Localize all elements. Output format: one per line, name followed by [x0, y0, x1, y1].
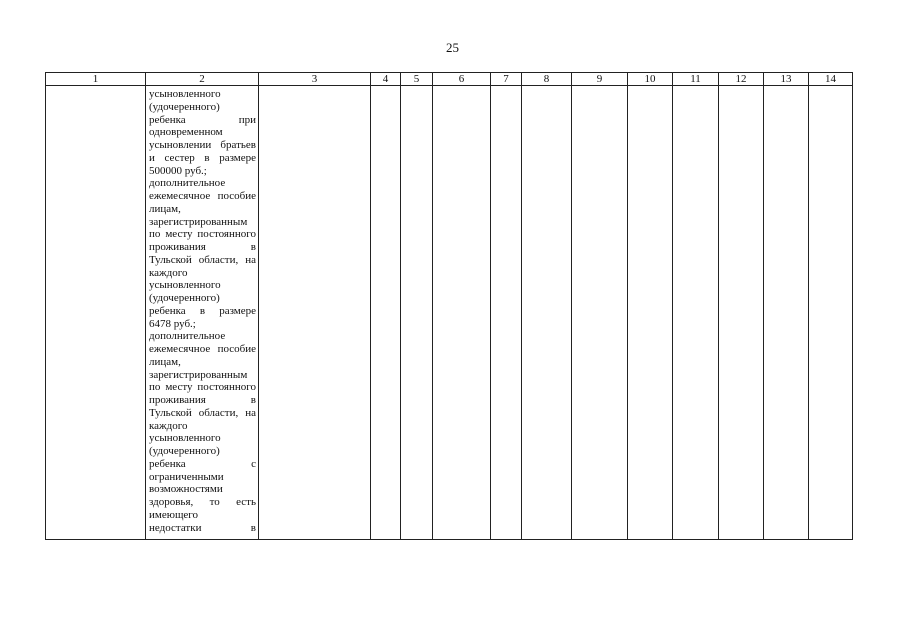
- cell-text-line: ограниченными: [149, 470, 224, 483]
- column-header-6: 6: [432, 72, 491, 86]
- cell-text-line: усыновлении братьев: [149, 139, 256, 151]
- table-cell-col-8: [521, 85, 572, 540]
- table-header-row: 1 2 3 4 5 6 7 8 9 10 11 12 13 14: [45, 72, 853, 86]
- table-cell-col-13: [763, 85, 809, 540]
- column-header-4: 4: [370, 72, 401, 86]
- table-cell-col-12: [718, 85, 764, 540]
- cell-text-line: усыновленного: [149, 279, 221, 292]
- cell-text-line: лицам,: [149, 202, 181, 215]
- cell-text-line: по месту постоянного: [149, 228, 256, 241]
- cell-text-line: ежемесячное пособие: [149, 343, 256, 355]
- table-cell-col-9: [571, 85, 628, 540]
- cell-text-line: 6478 руб.;: [149, 317, 196, 330]
- table-cell-col-6: [432, 85, 491, 540]
- cell-text-line: (удочеренного): [149, 100, 220, 113]
- cell-text-line: зарегистрированным: [149, 368, 248, 381]
- cell-text-line: усыновленного: [149, 432, 221, 445]
- cell-text-line: лицам,: [149, 355, 181, 368]
- column-header-8: 8: [521, 72, 572, 86]
- cell-text-line: (удочеренного): [149, 445, 220, 457]
- column-header-2: 2: [145, 72, 259, 86]
- cell-text-line: Тульской области, на: [149, 253, 256, 266]
- cell-text-line: ежемесячное пособие: [149, 190, 256, 202]
- cell-text-line: каждого: [149, 419, 188, 432]
- cell-text-line: одновременном: [149, 126, 223, 139]
- cell-text-line: зарегистрированным: [149, 215, 248, 228]
- column-header-12: 12: [718, 72, 764, 86]
- table-cell-col-2: усыновленного (удочеренного) ребенка при од…: [145, 85, 259, 540]
- column-header-9: 9: [571, 72, 628, 86]
- table-cell-col-10: [627, 85, 673, 540]
- cell-text-line: усыновленного: [149, 88, 221, 100]
- cell-text-line: здоровья, то есть: [149, 496, 256, 508]
- cell-text-line: имеющего: [149, 508, 199, 521]
- cell-text-line: дополнительное: [149, 177, 226, 190]
- column-header-13: 13: [763, 72, 809, 86]
- cell-text-line: Тульской области, на: [149, 406, 256, 419]
- cell-text-line: возможностями: [149, 483, 223, 496]
- table-cell-col-4: [370, 85, 401, 540]
- cell-text-line: 500000 руб.;: [149, 164, 207, 177]
- cell-text-line: каждого: [149, 266, 188, 279]
- table-cell-col-5: [400, 85, 433, 540]
- cell-text-line: и сестер в размере: [149, 151, 256, 164]
- column-header-3: 3: [258, 72, 371, 86]
- cell-text-line: ребенка в размере: [149, 304, 256, 317]
- cell-text-line: по месту постоянного: [149, 381, 256, 394]
- cell-text-line: (удочеренного): [149, 292, 220, 304]
- column-header-10: 10: [627, 72, 673, 86]
- table-cell-col-3: [258, 85, 371, 540]
- column-header-1: 1: [45, 72, 146, 86]
- data-table: 1 2 3 4 5 6 7 8 9 10 11 12 13 14 усыновленного (удочер…: [45, 72, 853, 540]
- column-header-11: 11: [672, 72, 719, 86]
- table-row: усыновленного (удочеренного) ребенка при од…: [45, 85, 853, 540]
- cell-text-line: недостатки в: [149, 521, 256, 534]
- table-cell-col-11: [672, 85, 719, 540]
- cell-text-line: проживания в: [149, 394, 256, 406]
- cell-text-line: дополнительное: [149, 330, 226, 343]
- column-header-5: 5: [400, 72, 433, 86]
- cell-text-line: ребенка при: [149, 113, 256, 126]
- table-cell-col-1: [45, 85, 146, 540]
- table-cell-col-7: [490, 85, 522, 540]
- page-number: 25: [446, 40, 459, 55]
- cell-text-line: проживания в: [149, 241, 256, 253]
- column-header-14: 14: [808, 72, 853, 86]
- column-header-7: 7: [490, 72, 522, 86]
- table-cell-col-14: [808, 85, 853, 540]
- cell-text-line: ребенка с: [149, 457, 256, 470]
